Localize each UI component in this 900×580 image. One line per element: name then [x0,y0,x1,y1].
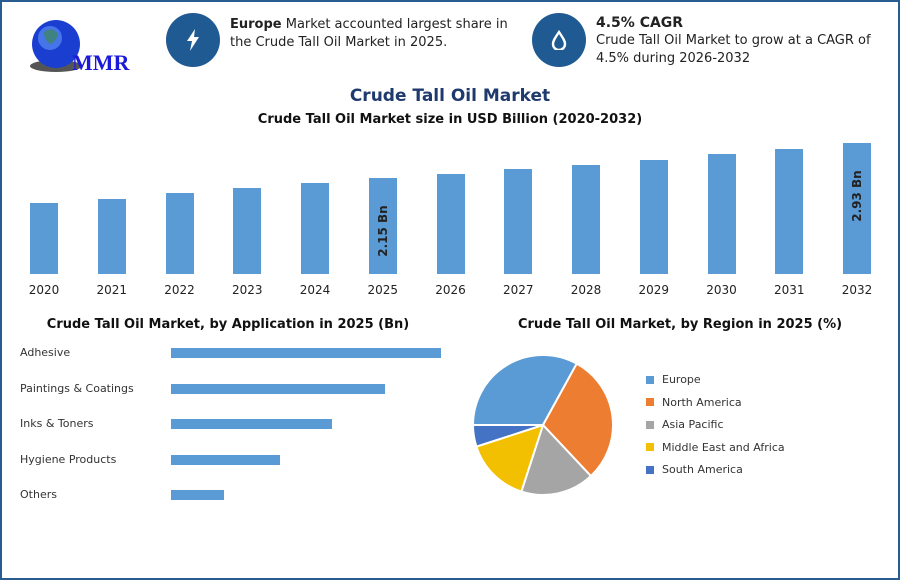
pie-slice-europe [471,354,579,426]
region-chart-title: Crude Tall Oil Market, by Region in 2025… [517,317,843,332]
hbar-4 [171,490,224,500]
legend-swatch [646,443,654,451]
legend-label: North America [662,395,742,409]
hbar-2 [171,419,333,429]
bar-2023 [233,187,262,274]
x-tick-label: 2021 [96,283,128,297]
bar-2029 [639,159,668,274]
legend-swatch [646,398,654,406]
hbar-1 [171,383,385,394]
x-tick-label: 2024 [299,283,331,297]
chart-subtitle: Crude Tall Oil Market size in USD Billio… [257,112,643,127]
legend-swatch [646,420,654,429]
legend-label: Europe [662,373,701,386]
x-tick-label: 2026 [435,283,466,297]
bar-2028 [572,164,600,274]
x-tick-label: 2022 [164,283,195,297]
x-tick-label: 2032 [841,283,873,297]
lightning-icon [166,13,220,67]
category-label: Paintings & Coatings [20,381,134,395]
category-label: Others [20,488,57,501]
bar-2021 [97,198,126,274]
bar-2022 [165,193,194,274]
category-label: Adhesive [20,346,71,359]
chart-title: Crude Tall Oil Market [349,86,551,106]
legend-item: South America [646,463,743,476]
legend-swatch [646,465,654,474]
bar-2030 [707,154,736,274]
bar-2032 [843,143,871,274]
bar-2025 [368,178,397,274]
highlight-europe: Europe Market accounted largest share in… [230,17,508,50]
legend-swatch [646,375,654,384]
x-tick-label: 2029 [638,283,670,297]
legend-item: Middle East and Africa [646,441,785,454]
bar-2027 [504,169,533,274]
logo: MMR [22,14,142,76]
category-label: Inks & Toners [20,417,94,430]
data-label-2032: 2.93 Bn [850,170,864,222]
data-label-2025: 2.15 Bn [375,205,390,257]
legend-item: Asia Pacific [646,418,724,431]
x-tick-label: 2030 [706,283,737,297]
pie-slice-asia-pacific [520,423,593,496]
category-label: Hygiene Products [20,452,117,466]
pie-slice-south-america [471,424,544,448]
bar-2020 [30,203,58,274]
legend-label: Asia Pacific [662,418,724,431]
x-tick-label: 2023 [231,283,263,297]
application-chart-title: Crude Tall Oil Market, by Application in… [46,317,410,332]
bar-2026 [436,173,465,274]
pie-slice-north-america [541,362,614,478]
hbar-0 [171,348,441,358]
bar-2031 [775,148,804,274]
legend-label: South America [662,463,743,476]
hbar-3 [171,454,280,465]
x-tick-label: 2025 [367,283,399,297]
bar-2024 [301,182,329,274]
svg-text:MMR: MMR [72,50,131,75]
legend-item: Europe [646,373,701,386]
legend-label: Middle East and Africa [662,440,785,454]
highlight-cagr: 4.5% CAGR Crude Tall Oil Market to grow … [596,15,871,66]
oil-drop-icon [532,13,586,67]
region-pie-chart [471,354,614,496]
x-tick-label: 2020 [28,283,60,297]
x-tick-label: 2027 [502,283,534,297]
x-tick-label: 2031 [773,283,805,297]
legend-item: North America [646,396,742,409]
x-tick-label: 2028 [570,283,602,297]
